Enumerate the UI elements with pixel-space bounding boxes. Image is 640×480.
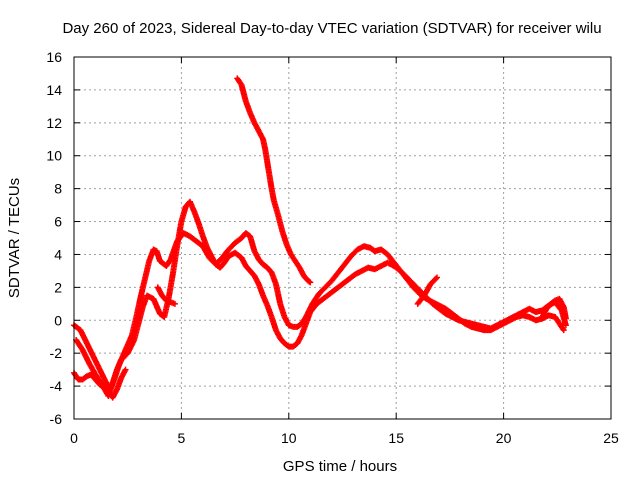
y-tick-label: 12 <box>46 115 62 131</box>
y-tick-label: 10 <box>46 148 62 164</box>
y-axis-label: SDTVAR / TECUs <box>6 178 23 298</box>
y-tick-label: -4 <box>50 378 63 394</box>
series-track-g <box>539 295 569 322</box>
series-track-f <box>414 274 441 307</box>
series-track-d <box>234 75 314 286</box>
data-point <box>171 300 178 307</box>
y-tick-label: -6 <box>50 411 63 427</box>
ticks: 0 5 10 15 20 25 -6 -4 -2 0 2 4 6 8 10 12 14 16 <box>46 49 619 446</box>
chart-title: Day 260 of 2023, Sidereal Day-to-day VTE… <box>62 20 601 37</box>
y-tick-label: 8 <box>54 181 62 197</box>
data-point <box>432 275 439 282</box>
x-tick-label: 15 <box>388 430 404 446</box>
y-tick-label: 6 <box>54 214 62 230</box>
x-axis-label: GPS time / hours <box>283 458 397 475</box>
data-point <box>434 274 441 281</box>
y-tick-label: 4 <box>54 246 62 262</box>
x-tick-label: 20 <box>496 430 512 446</box>
y-tick-label: 2 <box>54 279 62 295</box>
series-track-e <box>154 284 178 307</box>
x-tick-label: 5 <box>178 430 186 446</box>
data-points <box>71 75 569 401</box>
x-tick-label: 25 <box>603 430 619 446</box>
series-track-c <box>71 366 129 401</box>
data-point <box>306 278 313 285</box>
data-point <box>562 315 569 322</box>
data-point <box>562 322 569 329</box>
plot-frame <box>73 56 612 420</box>
x-tick-label: 0 <box>70 430 78 446</box>
y-tick-label: -2 <box>50 345 63 361</box>
data-point <box>122 366 129 373</box>
y-tick-label: 14 <box>46 82 62 98</box>
data-point <box>307 279 314 286</box>
x-tick-label: 10 <box>281 430 297 446</box>
y-tick-label: 16 <box>46 49 62 65</box>
y-tick-label: 0 <box>54 312 62 328</box>
series-track-b <box>73 198 567 399</box>
data-point <box>560 327 567 334</box>
